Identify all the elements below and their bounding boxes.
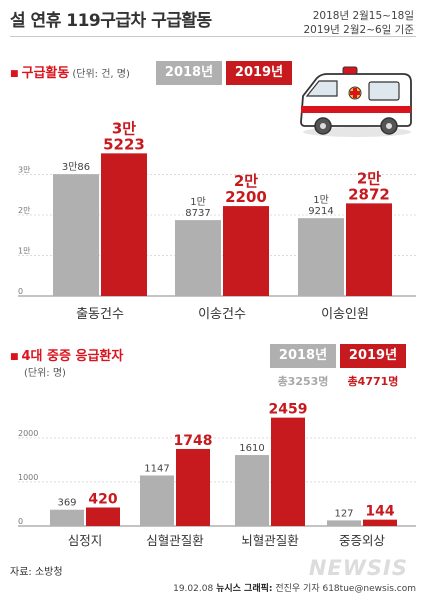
- data-label-2018: 8737: [185, 208, 210, 219]
- y-tick-label: 1000: [18, 473, 38, 482]
- data-label-2019: 2200: [225, 188, 267, 206]
- data-label-2019: 2만: [234, 172, 258, 190]
- data-label-2018: 369: [57, 498, 76, 509]
- data-label-2018: 3만86: [62, 161, 90, 173]
- source-note: 자료: 소방청: [10, 567, 63, 578]
- section2-unit: (단위: 명): [24, 368, 66, 379]
- section2-title-text: 4대 중증 응급환자: [21, 349, 124, 364]
- data-label-2019: 420: [88, 491, 117, 507]
- date-note-2018: 2018년 2월15~18일: [312, 10, 414, 22]
- category-label: 중증외상: [339, 533, 386, 548]
- data-label-2019: 1748: [174, 433, 213, 449]
- category-label: 뇌혈관질환: [241, 533, 299, 548]
- bar-severe-2019: [176, 448, 210, 526]
- data-label-2018: 9214: [308, 206, 333, 217]
- data-label-2018: 1610: [239, 443, 264, 454]
- data-label-2019: 144: [365, 504, 394, 520]
- credit-author: 전진우 기자 618tue@newsis.com: [275, 584, 416, 594]
- section1-unit: (단위: 건, 명): [72, 69, 130, 80]
- bar-severe-2018: [235, 455, 269, 526]
- y-tick-label: 2만: [18, 206, 31, 215]
- category-label: 이송건수: [198, 307, 246, 322]
- legend2-2019: 2019년: [340, 344, 406, 368]
- data-label-2019: 5223: [103, 135, 145, 153]
- section1-title: ■ 구급활동 (단위: 건, 명): [10, 62, 130, 81]
- bar-dispatch-2018: [298, 218, 344, 296]
- bar-severe-2018: [327, 520, 361, 526]
- legend-2019: 2019년: [226, 61, 292, 85]
- bar-severe-2019: [271, 417, 305, 526]
- y-tick-label: 0: [18, 287, 23, 296]
- bar-severe-2018: [50, 509, 84, 526]
- y-tick-label: 3만: [18, 166, 31, 175]
- chart-severe-patients: 0 1000 2000 369 420 심정지 1147 1748 심혈관질환 1610 2459 뇌…: [18, 402, 416, 548]
- bar-severe-2018: [140, 475, 174, 526]
- data-label-2019: 2872: [348, 185, 390, 203]
- y-tick-label: 0: [18, 517, 23, 526]
- y-tick-label: 2000: [18, 429, 38, 438]
- category-label: 심정지: [68, 533, 103, 548]
- data-label-2018: 1만: [190, 196, 206, 208]
- title-divider: [10, 36, 416, 37]
- credit-date: 19.02.08: [173, 584, 214, 594]
- bar-dispatch-2019: [101, 153, 147, 296]
- data-label-2018: 1147: [144, 463, 169, 474]
- square-bullet-icon: ■: [10, 69, 19, 79]
- date-note-2019: 2019년 2월2~6일 기준: [303, 24, 414, 36]
- square-bullet-icon: ■: [10, 352, 19, 362]
- bar-severe-2019: [363, 519, 397, 526]
- bar-dispatch-2018: [53, 174, 99, 296]
- data-label-2018: 127: [334, 508, 353, 519]
- bar-severe-2019: [86, 507, 120, 526]
- total-2018: 총3253명: [277, 375, 329, 388]
- y-tick-label: 1만: [18, 247, 31, 256]
- total-2019: 총4771명: [347, 375, 399, 388]
- bar-dispatch-2018: [175, 220, 221, 296]
- bar-dispatch-2019: [223, 206, 269, 296]
- category-label: 심혈관질환: [146, 533, 204, 548]
- data-label-2018: 1만: [313, 194, 329, 206]
- category-label: 출동건수: [76, 307, 124, 322]
- bar-dispatch-2019: [346, 203, 392, 296]
- section2-title: ■ 4대 중증 응급환자: [10, 345, 123, 364]
- data-label-2019: 3만: [112, 119, 136, 137]
- credit-brand: 뉴시스 그래픽:: [216, 584, 273, 594]
- category-label: 이송인원: [321, 307, 369, 322]
- credit-line: 19.02.08 뉴시스 그래픽: 전진우 기자 618tue@newsis.c…: [173, 581, 416, 594]
- legend2-2018: 2018년: [270, 344, 336, 368]
- data-label-2019: 2만: [357, 169, 381, 187]
- section1-title-text: 구급활동: [21, 66, 70, 81]
- data-label-2019: 2459: [269, 402, 308, 418]
- legend-2018: 2018년: [156, 61, 222, 85]
- newsis-watermark: NEWSIS: [308, 556, 408, 580]
- ambulance-icon: [300, 66, 412, 137]
- page-title: 설 연휴 119구급차 구급활동: [10, 11, 212, 31]
